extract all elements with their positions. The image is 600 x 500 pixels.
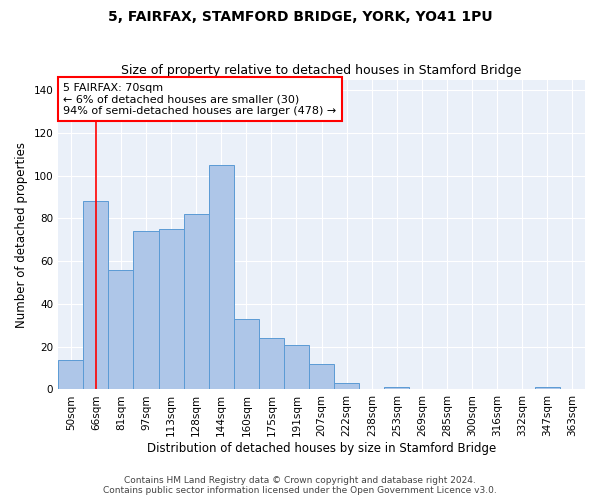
Title: Size of property relative to detached houses in Stamford Bridge: Size of property relative to detached ho… <box>121 64 522 77</box>
Bar <box>133 232 158 390</box>
Bar <box>58 360 83 390</box>
Y-axis label: Number of detached properties: Number of detached properties <box>15 142 28 328</box>
Bar <box>109 270 133 390</box>
Bar <box>234 319 259 390</box>
X-axis label: Distribution of detached houses by size in Stamford Bridge: Distribution of detached houses by size … <box>147 442 496 455</box>
Bar <box>284 344 309 390</box>
Bar <box>209 165 234 390</box>
Bar <box>259 338 284 390</box>
Bar <box>309 364 334 390</box>
Bar <box>385 388 409 390</box>
Bar <box>83 202 109 390</box>
Text: 5 FAIRFAX: 70sqm
← 6% of detached houses are smaller (30)
94% of semi-detached h: 5 FAIRFAX: 70sqm ← 6% of detached houses… <box>64 82 337 116</box>
Text: 5, FAIRFAX, STAMFORD BRIDGE, YORK, YO41 1PU: 5, FAIRFAX, STAMFORD BRIDGE, YORK, YO41 … <box>107 10 493 24</box>
Bar <box>334 383 359 390</box>
Bar <box>535 388 560 390</box>
Bar <box>184 214 209 390</box>
Bar <box>158 229 184 390</box>
Text: Contains HM Land Registry data © Crown copyright and database right 2024.
Contai: Contains HM Land Registry data © Crown c… <box>103 476 497 495</box>
